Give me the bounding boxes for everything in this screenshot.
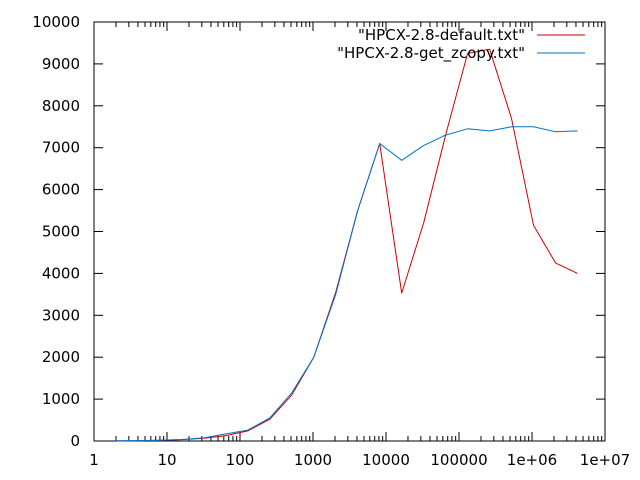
y-tick-label: 4000: [42, 264, 80, 282]
legend-label: "HPCX-2.8-get_zcopy.txt": [337, 44, 525, 63]
x-axis: 1 10 100 1000 10000 100000 1e+06 1e+07: [89, 22, 630, 469]
series-line-0: [115, 48, 578, 442]
x-tick-label: 100: [226, 451, 255, 469]
y-tick-label: 8000: [42, 97, 80, 115]
y-tick-label: 3000: [42, 306, 80, 324]
y-tick-label: 5000: [42, 223, 80, 241]
y-tick-label: 10000: [32, 13, 80, 31]
y-tick-label: 2000: [42, 348, 80, 366]
legend: "HPCX-2.8-default.txt""HPCX-2.8-get_zcop…: [337, 26, 585, 63]
x-tick-label: 1e+06: [507, 451, 557, 469]
x-tick-label: 1000: [294, 451, 332, 469]
series-line-1: [115, 126, 578, 442]
legend-label: "HPCX-2.8-default.txt": [358, 26, 525, 44]
y-tick-label: 1000: [42, 390, 80, 408]
x-tick-label: 1: [89, 451, 99, 469]
x-tick-label: 10: [157, 451, 176, 469]
y-tick-label: 7000: [42, 139, 80, 157]
y-tick-label: 0: [70, 432, 80, 450]
x-tick-label: 10000: [362, 451, 410, 469]
x-tick-label: 1e+07: [580, 451, 630, 469]
series-lines: [115, 48, 578, 442]
y-axis: 0 1000 2000 3000 4000 5000 6000 7000 8000 9000 100…: [32, 13, 605, 450]
y-tick-label: 9000: [42, 55, 80, 73]
x-tick-label: 100000: [430, 451, 487, 469]
y-tick-label: 6000: [42, 181, 80, 199]
plot-frame: [93, 21, 606, 442]
